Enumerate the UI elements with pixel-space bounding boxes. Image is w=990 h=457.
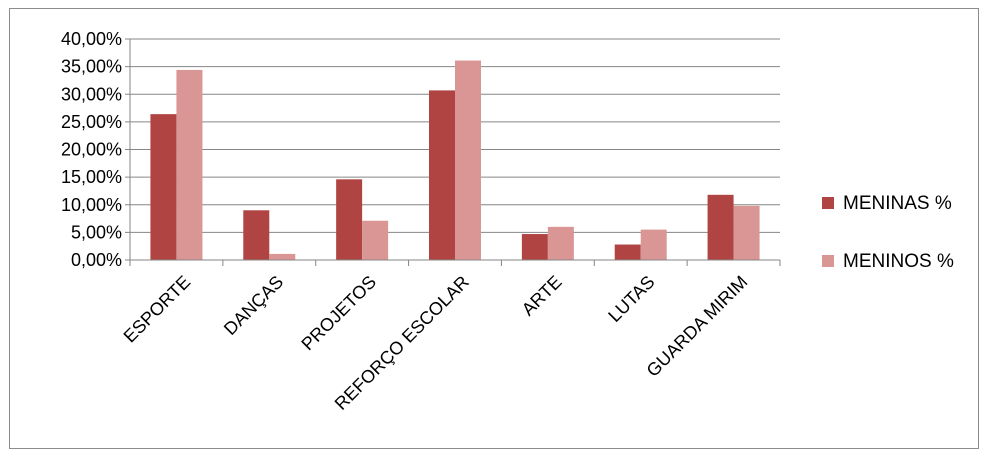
bar-meninos [733, 205, 760, 260]
legend-label: MENINOS % [843, 251, 954, 272]
legend: MENINAS % MENINOS % [822, 193, 954, 272]
y-tick-label: 35,00% [61, 57, 122, 77]
bar-meninos [362, 220, 389, 260]
bar-meninas [521, 234, 548, 260]
bar-meninas [150, 114, 177, 260]
y-tick-label: 15,00% [61, 167, 122, 187]
bar-meninos [640, 229, 667, 260]
x-tick-label: ESPORTE [120, 272, 195, 347]
y-tick-label: 25,00% [61, 112, 122, 132]
axes [129, 39, 781, 266]
bar-meninas [614, 244, 641, 260]
bar-meninas [336, 179, 363, 260]
x-tick-label: LUTAS [604, 272, 658, 326]
bar-meninas [707, 194, 734, 260]
y-tick-label: 20,00% [61, 140, 122, 160]
y-tick-label: 30,00% [61, 84, 122, 104]
bar-meninos [547, 226, 574, 260]
x-tick-label: ARTE [518, 272, 566, 320]
bars [150, 60, 760, 260]
legend-swatch [822, 255, 834, 267]
y-tick-label: 40,00% [61, 29, 122, 49]
legend-swatch [822, 197, 834, 209]
bar-meninos [176, 69, 203, 260]
bar-meninas [429, 90, 455, 260]
legend-label: MENINAS % [843, 193, 952, 214]
bar-meninos [269, 253, 296, 260]
y-axis-tick-labels: 0,00% 5,00% 10,00% 15,00% 20,00% 25,00% 30,00%… [61, 29, 122, 270]
x-tick-label: DANÇAS [220, 272, 287, 339]
y-tick-label: 0,00% [71, 250, 122, 270]
x-tick-label: GUARDA MIRIM [643, 272, 752, 381]
x-tick-label: PROJETOS [297, 272, 380, 355]
y-tick-label: 5,00% [71, 222, 122, 242]
bar-meninas [243, 210, 270, 260]
bar-meninos [455, 60, 481, 260]
y-tick-label: 10,00% [61, 195, 122, 215]
